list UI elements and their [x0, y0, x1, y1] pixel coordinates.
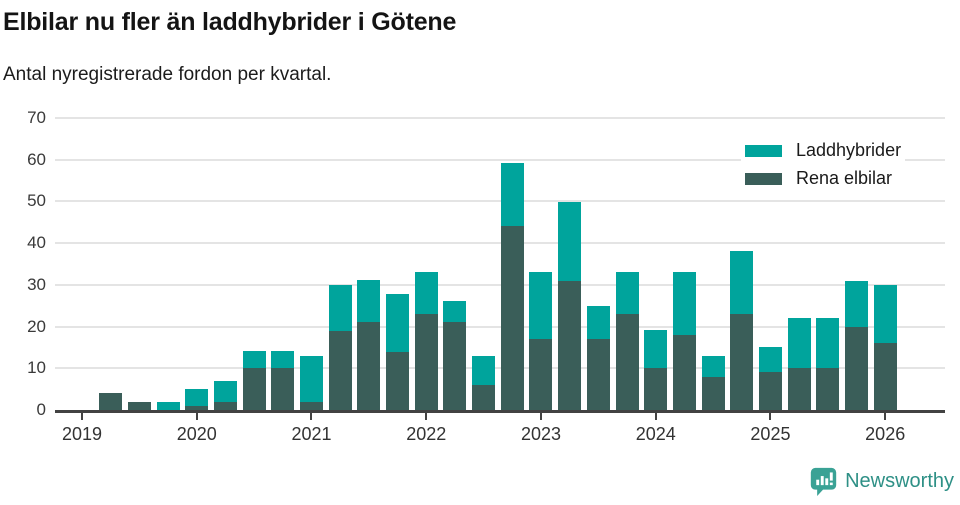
- bar-segment-2026-q1-rena-elbilar: [873, 343, 897, 410]
- bar-segment-2022-q1-rena-elbilar: [414, 314, 438, 410]
- y-axis-label-20: 20: [27, 316, 46, 336]
- x-axis-label-2026: 2026: [865, 424, 906, 444]
- bar-segment-2022-q3-laddhybrider: [472, 356, 496, 385]
- page-title: Elbilar nu fler än laddhybrider i Götene: [3, 8, 457, 36]
- bar-segment-2025-q4-laddhybrider: [845, 281, 869, 327]
- legend-label: Laddhybrider: [796, 140, 902, 160]
- bar-segment-2023-q2-rena-elbilar: [558, 281, 582, 410]
- bar-segment-2024-q4-rena-elbilar: [730, 314, 754, 410]
- bar-segment-2021-q3-rena-elbilar: [357, 322, 381, 410]
- gridline-40: [55, 242, 945, 245]
- gridline-60: [55, 158, 945, 161]
- gridline-30: [55, 283, 945, 286]
- newsworthy-wordmark: Newsworthy: [845, 470, 954, 492]
- bar-segment-2024-q2-rena-elbilar: [672, 335, 696, 410]
- bar-segment-2021-q1-laddhybrider: [299, 356, 323, 402]
- y-axis-label-10: 10: [27, 358, 46, 378]
- bar-segment-2025-q2-rena-elbilar: [787, 368, 811, 410]
- x-axis-tick-2026: [884, 413, 887, 420]
- bar-segment-2023-q3-laddhybrider: [586, 306, 610, 339]
- x-axis-label-2020: 2020: [176, 424, 217, 444]
- bar-segment-2021-q1-rena-elbilar: [299, 402, 323, 410]
- bar-segment-2021-q3-laddhybrider: [357, 280, 381, 322]
- bar-segment-2026-q1-laddhybrider: [873, 285, 897, 343]
- gridline-50: [55, 200, 945, 203]
- y-axis-label-60: 60: [27, 149, 46, 169]
- bar-segment-2024-q4-laddhybrider: [730, 251, 754, 314]
- bar-segment-2020-q1-laddhybrider: [185, 389, 209, 406]
- legend-item-laddhybrider: Laddhybrider: [741, 138, 906, 163]
- x-axis-tick-2025: [769, 413, 772, 420]
- newsworthy-logo[interactable]: Newsworthy: [809, 466, 954, 497]
- legend-swatch-laddhybrider: [745, 144, 782, 157]
- x-axis-tick-2024: [654, 413, 657, 420]
- x-axis-label-2022: 2022: [406, 424, 447, 444]
- chart-legend: Laddhybrider Rena elbilar: [741, 138, 906, 194]
- bar-segment-2023-q4-laddhybrider: [615, 272, 639, 314]
- bar-segment-2019-q2-rena-elbilar: [99, 393, 123, 410]
- bar-segment-2020-q4-laddhybrider: [271, 351, 295, 368]
- bar-segment-2023-q1-laddhybrider: [529, 272, 553, 339]
- bar-segment-2019-q4-laddhybrider: [156, 402, 180, 410]
- bar-segment-2019-q3-rena-elbilar: [127, 402, 151, 410]
- x-axis-tick-2021: [310, 413, 313, 420]
- bar-segment-2023-q3-rena-elbilar: [586, 339, 610, 410]
- x-axis-label-2025: 2025: [750, 424, 791, 444]
- bar-segment-2020-q3-laddhybrider: [242, 351, 266, 368]
- y-axis-label-70: 70: [27, 108, 46, 128]
- bar-segment-2025-q3-laddhybrider: [816, 318, 840, 368]
- bar-segment-2022-q2-laddhybrider: [443, 301, 467, 322]
- x-axis-line: [55, 410, 945, 413]
- x-axis-tick-2019: [81, 413, 83, 420]
- x-axis-label-2023: 2023: [520, 424, 561, 444]
- bar-segment-2024-q3-rena-elbilar: [701, 377, 725, 410]
- bar-segment-2021-q4-laddhybrider: [386, 294, 410, 352]
- chart-subtitle: Antal nyregistrerade fordon per kvartal.: [3, 64, 332, 85]
- y-axis-label-30: 30: [27, 274, 46, 294]
- bar-segment-2024-q1-rena-elbilar: [644, 368, 668, 410]
- bar-segment-2022-q1-laddhybrider: [414, 272, 438, 314]
- bar-segment-2021-q2-rena-elbilar: [328, 331, 352, 410]
- gridline-20: [55, 325, 945, 328]
- y-axis-label-0: 0: [36, 400, 46, 419]
- bar-segment-2025-q3-rena-elbilar: [816, 368, 840, 410]
- bar-segment-2020-q2-laddhybrider: [213, 381, 237, 402]
- bar-segment-2023-q2-laddhybrider: [558, 202, 582, 281]
- legend-item-rena-elbilar: Rena elbilar: [741, 166, 906, 191]
- legend-label: Rena elbilar: [796, 168, 893, 188]
- y-axis-label-40: 40: [27, 233, 46, 253]
- y-axis-label-50: 50: [27, 191, 46, 211]
- bar-segment-2021-q2-laddhybrider: [328, 285, 352, 331]
- x-axis-tick-2023: [539, 413, 542, 420]
- bar-segment-2024-q3-laddhybrider: [701, 356, 725, 377]
- bar-segment-2020-q2-rena-elbilar: [213, 402, 237, 410]
- x-axis-label-2024: 2024: [635, 424, 676, 444]
- gridline-70: [55, 117, 945, 120]
- x-axis-label-2019: 2019: [61, 424, 103, 444]
- bar-segment-2020-q4-rena-elbilar: [271, 368, 295, 410]
- bar-segment-2023-q1-rena-elbilar: [529, 339, 553, 410]
- x-axis-tick-2022: [425, 413, 428, 420]
- bar-segment-2023-q4-rena-elbilar: [615, 314, 639, 410]
- bar-segment-2024-q2-laddhybrider: [672, 272, 696, 335]
- bar-segment-2022-q2-rena-elbilar: [443, 322, 467, 410]
- newsworthy-bubble-chart-icon: [809, 466, 838, 497]
- bar-segment-2024-q1-laddhybrider: [644, 330, 668, 368]
- bar-segment-2025-q1-laddhybrider: [758, 347, 782, 372]
- bar-segment-2022-q4-rena-elbilar: [500, 226, 524, 410]
- bar-segment-2021-q4-rena-elbilar: [386, 352, 410, 410]
- bar-segment-2022-q4-laddhybrider: [500, 163, 524, 226]
- bar-segment-2020-q1-rena-elbilar: [185, 406, 209, 410]
- x-axis-tick-2020: [195, 413, 198, 420]
- bar-segment-2025-q2-laddhybrider: [787, 318, 811, 368]
- gridline-10: [55, 367, 945, 370]
- bar-segment-2020-q3-rena-elbilar: [242, 368, 266, 410]
- bar-segment-2025-q4-rena-elbilar: [845, 327, 869, 410]
- bar-segment-2022-q3-rena-elbilar: [472, 385, 496, 410]
- x-axis-label-2021: 2021: [291, 424, 332, 444]
- bar-segment-2025-q1-rena-elbilar: [758, 372, 782, 410]
- legend-swatch-rena-elbilar: [745, 172, 782, 185]
